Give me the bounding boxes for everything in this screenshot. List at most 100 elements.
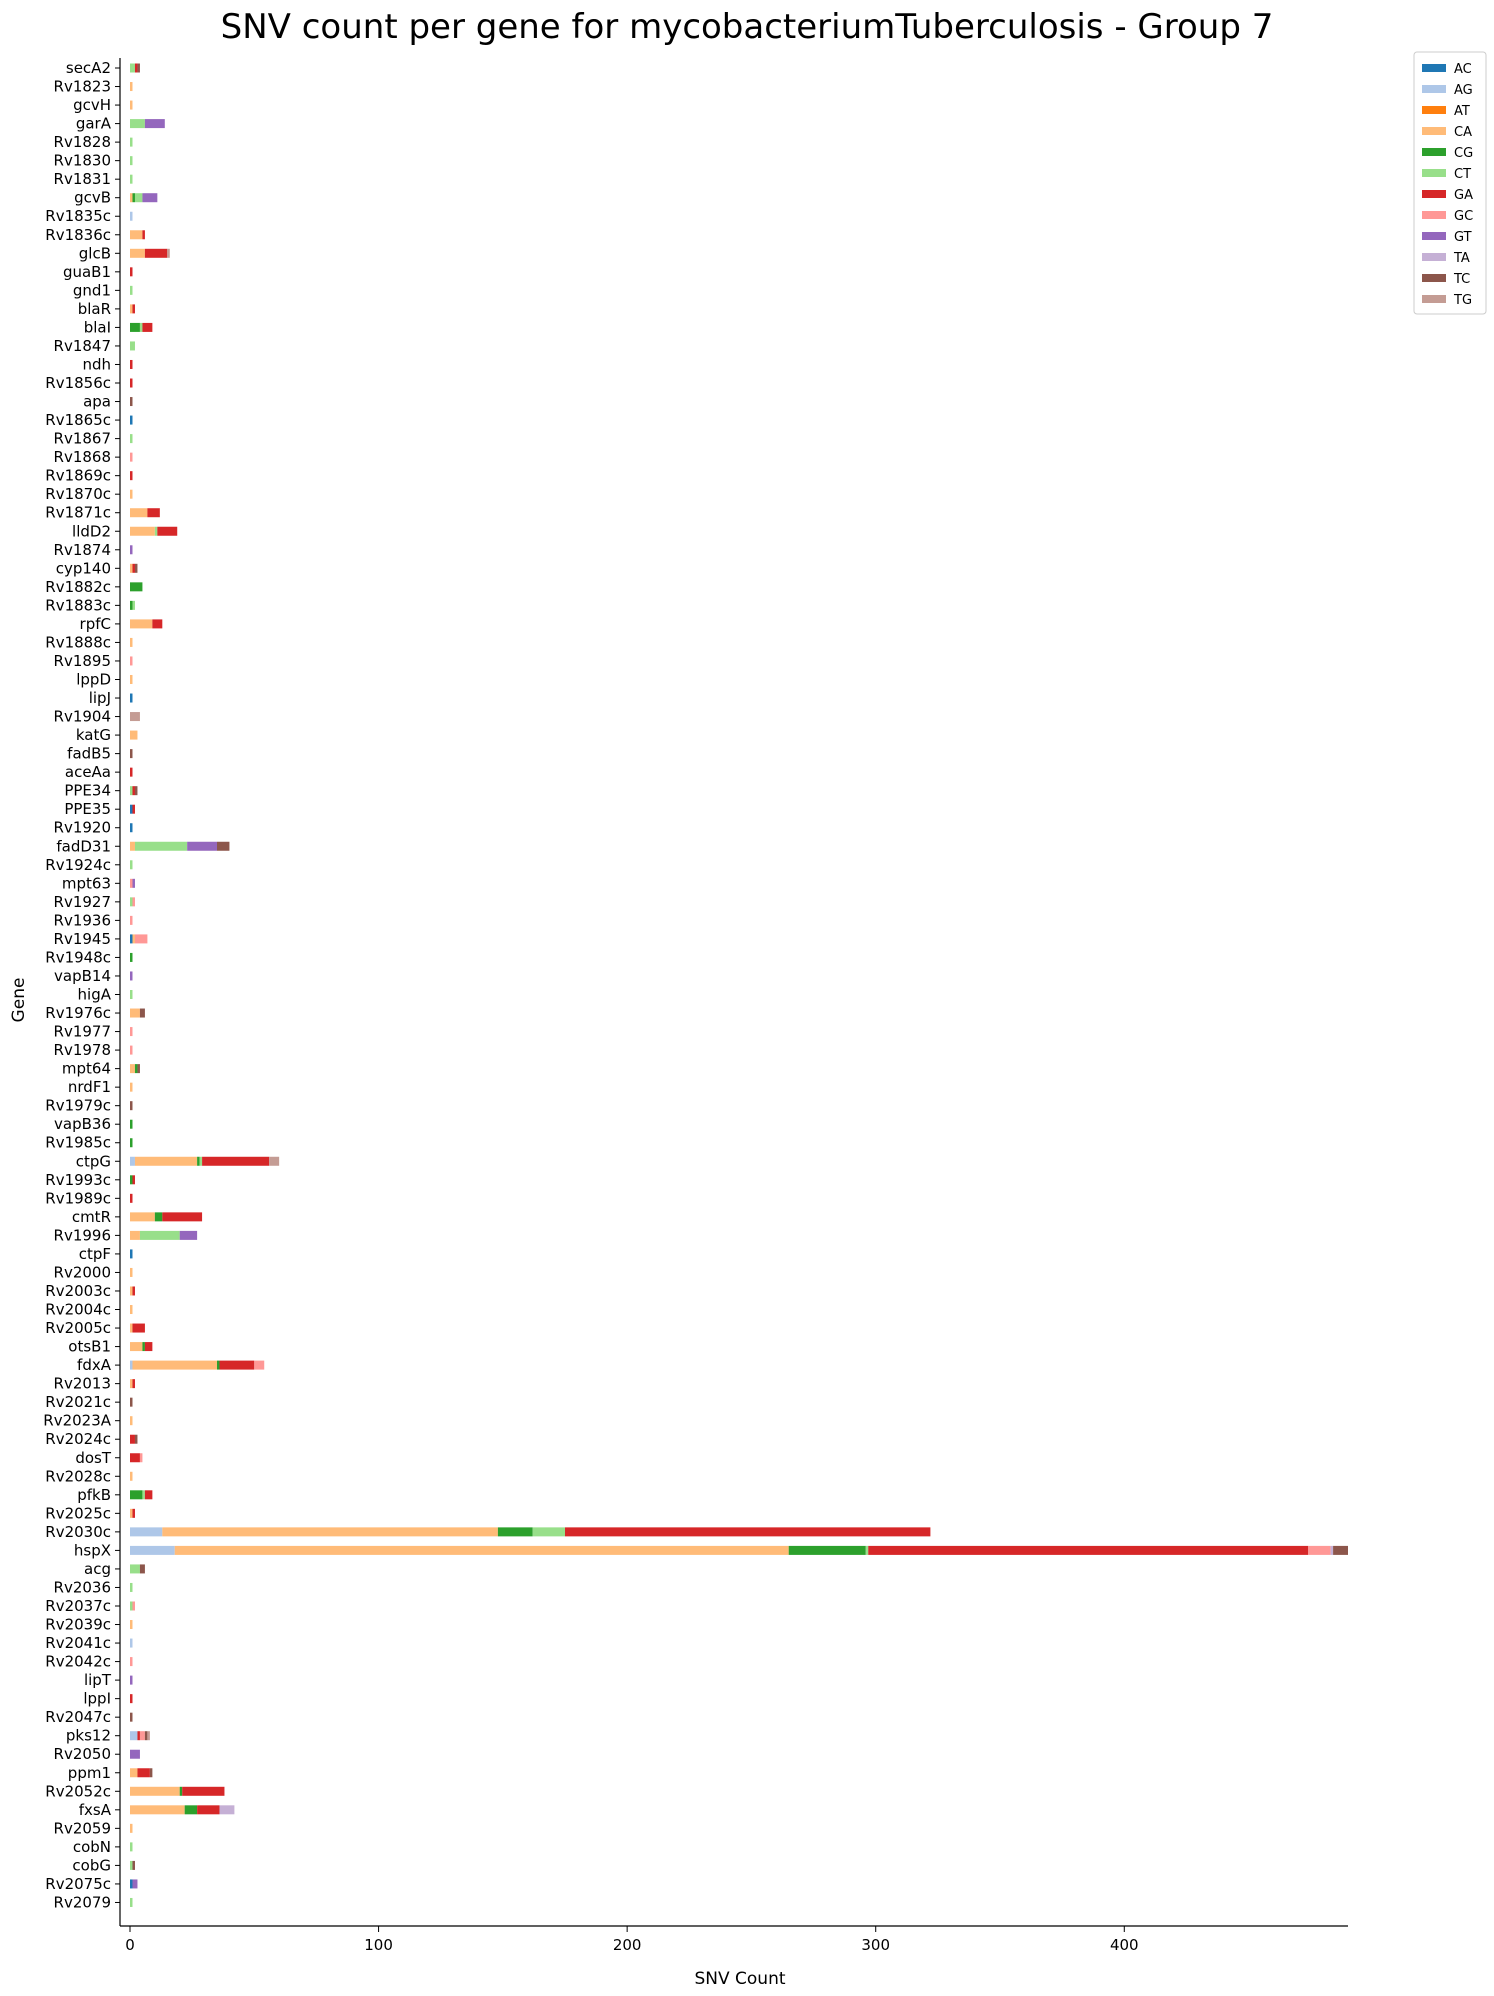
y-tick-label-vapb36: vapB36: [54, 1115, 111, 1133]
bar-fadd31-tc: [217, 841, 230, 851]
bar-rv2005c-ga: [132, 1323, 145, 1333]
legend-label-ga: GA: [1454, 188, 1473, 203]
legend: AC AG AT CA CG CT GA GC GT TA TC TG: [1413, 51, 1487, 315]
bar-rv2030c-ct: [532, 1527, 565, 1537]
bar-rv2050-gt: [130, 1749, 140, 1759]
y-tick-label-rv2042c: Rv2042c: [45, 1653, 111, 1671]
bar-ppm1-ca: [130, 1768, 138, 1778]
bar-fxsa-cg: [184, 1805, 198, 1815]
bar-fadd31-gt: [187, 841, 217, 851]
y-tick-label-gara: garA: [76, 115, 112, 133]
y-tick-label-rv1920: Rv1920: [54, 819, 111, 837]
bar-apa-tc: [130, 397, 133, 407]
y-tick-label-rv2050: Rv2050: [54, 1745, 111, 1763]
y-tick-label-lipt: lipT: [84, 1671, 112, 1689]
legend-swatch-tc: [1422, 274, 1446, 282]
y-tick-label-otsb1: otsB1: [68, 1338, 111, 1356]
bar-blar-ga: [132, 304, 135, 314]
bar-mpt64-ca: [130, 1064, 135, 1074]
bar-rv2013-ca: [130, 1379, 133, 1389]
bar-seca2-ga: [134, 63, 138, 73]
bar-rv1869c-ga: [130, 471, 133, 481]
bar-rv2036-ct: [130, 1582, 133, 1592]
bar-rv2005c-ca: [130, 1323, 133, 1333]
bar-rv2039c-ca: [130, 1620, 133, 1630]
bar-rv2025c-ca: [130, 1508, 133, 1518]
y-tick-label-rv2013: Rv2013: [54, 1375, 111, 1393]
legend-label-cg: CG: [1454, 146, 1473, 161]
y-tick-label-rv2028c: Rv2028c: [45, 1467, 111, 1485]
bar-lldd2-ca: [130, 526, 155, 536]
bar-rv1823-ca: [130, 82, 133, 92]
y-tick-label-rv2047c: Rv2047c: [45, 1708, 111, 1726]
bar-rv2025c-ga: [132, 1508, 135, 1518]
y-tick-label-rv1924c: Rv1924c: [45, 856, 111, 874]
x-tick-label-100: 100: [364, 1936, 393, 1954]
bar-pfkb-ga: [144, 1490, 153, 1500]
legend-label-gt: GT: [1454, 230, 1472, 245]
bar-rv2021c-tc: [130, 1397, 133, 1407]
bar-fxsa-ga: [197, 1805, 220, 1815]
y-tick-label-rv1996: Rv1996: [54, 1226, 111, 1244]
bar-rv1985c-cg: [130, 1138, 133, 1148]
bar-hspx-ta: [1330, 1545, 1334, 1555]
bar-rv2024c-tc: [134, 1434, 138, 1444]
y-tick-label-rv1831: Rv1831: [54, 170, 111, 188]
y-tick-label-rv1870c: Rv1870c: [45, 485, 111, 503]
bar-fdxa-gc: [254, 1360, 265, 1370]
legend-label-ag: AG: [1454, 83, 1473, 98]
bar-aceaa-ga: [130, 767, 133, 777]
y-tick-label-rv2030c: Rv2030c: [45, 1523, 111, 1541]
bar-mpt63-gc: [130, 878, 133, 888]
legend-label-ct: CT: [1454, 167, 1471, 182]
bar-rv1976c-ca: [130, 1008, 140, 1018]
bar-ppe35-ac: [130, 804, 133, 814]
bar-mpt63-gt: [132, 878, 135, 888]
bar-rv1847-ct: [130, 341, 135, 351]
bar-ppe34-ga: [132, 786, 135, 796]
y-tick-label-rv1847: Rv1847: [54, 337, 111, 355]
bar-rv2041c-ag: [130, 1638, 133, 1648]
bar-guab1-ga: [130, 267, 133, 277]
bar-lppi-ga: [130, 1694, 133, 1704]
y-tick-label-rv1883c: Rv1883c: [45, 596, 111, 614]
bar-ppe34-tc: [134, 786, 138, 796]
legend-swatch-cg: [1422, 148, 1446, 156]
y-tick-label-apa: apa: [83, 393, 111, 411]
bar-rv1830-ct: [130, 156, 133, 166]
bar-cyp140-tc: [134, 563, 138, 573]
y-tick-label-rv1867: Rv1867: [54, 430, 111, 448]
bar-rv1924c-ct: [130, 860, 133, 870]
bar-lldd2-ga: [157, 526, 178, 536]
y-tick-label-rv1828: Rv1828: [54, 133, 111, 151]
bar-rv2004c-ca: [130, 1305, 133, 1315]
bar-katg-ca: [130, 730, 138, 740]
y-tick-label-mpt64: mpt64: [62, 1060, 111, 1078]
bar-hspx-gc: [1308, 1545, 1331, 1555]
bar-rv1883c-ct: [132, 600, 135, 610]
bar-gcvb-ca: [130, 193, 133, 203]
legend-swatch-ta: [1422, 253, 1446, 261]
bar-fxsa-ta: [219, 1805, 235, 1815]
y-tick-label-rv2052c: Rv2052c: [45, 1782, 111, 1800]
bar-mpt64-cg: [134, 1064, 138, 1074]
bar-fxsa-ca: [130, 1805, 185, 1815]
legend-label-tc: TC: [1453, 272, 1470, 287]
y-tick-label-rv1989c: Rv1989c: [45, 1189, 111, 1207]
bar-rv2052c-ca: [130, 1786, 180, 1796]
bar-rpfc-ga: [152, 619, 163, 629]
bar-ndh-ga: [130, 359, 133, 369]
y-tick-label-rv2037c: Rv2037c: [45, 1597, 111, 1615]
chart-title: SNV count per gene for mycobacteriumTube…: [221, 7, 1274, 47]
bar-rv1828-ct: [130, 137, 133, 147]
y-tick-label-katg: katG: [76, 726, 111, 744]
bar-rv2052c-ga: [182, 1786, 225, 1796]
y-tick-label-rv1830: Rv1830: [54, 152, 111, 170]
y-tick-label-rv1836c: Rv1836c: [45, 226, 111, 244]
bar-dost-ga: [130, 1453, 140, 1463]
bar-gara-gt: [144, 119, 165, 129]
y-tick-label-mpt63: mpt63: [62, 874, 111, 892]
y-tick-label-rv1927: Rv1927: [54, 893, 111, 911]
bar-rv1836c-ga: [142, 230, 145, 240]
y-tick-label-rv1868: Rv1868: [54, 448, 111, 466]
